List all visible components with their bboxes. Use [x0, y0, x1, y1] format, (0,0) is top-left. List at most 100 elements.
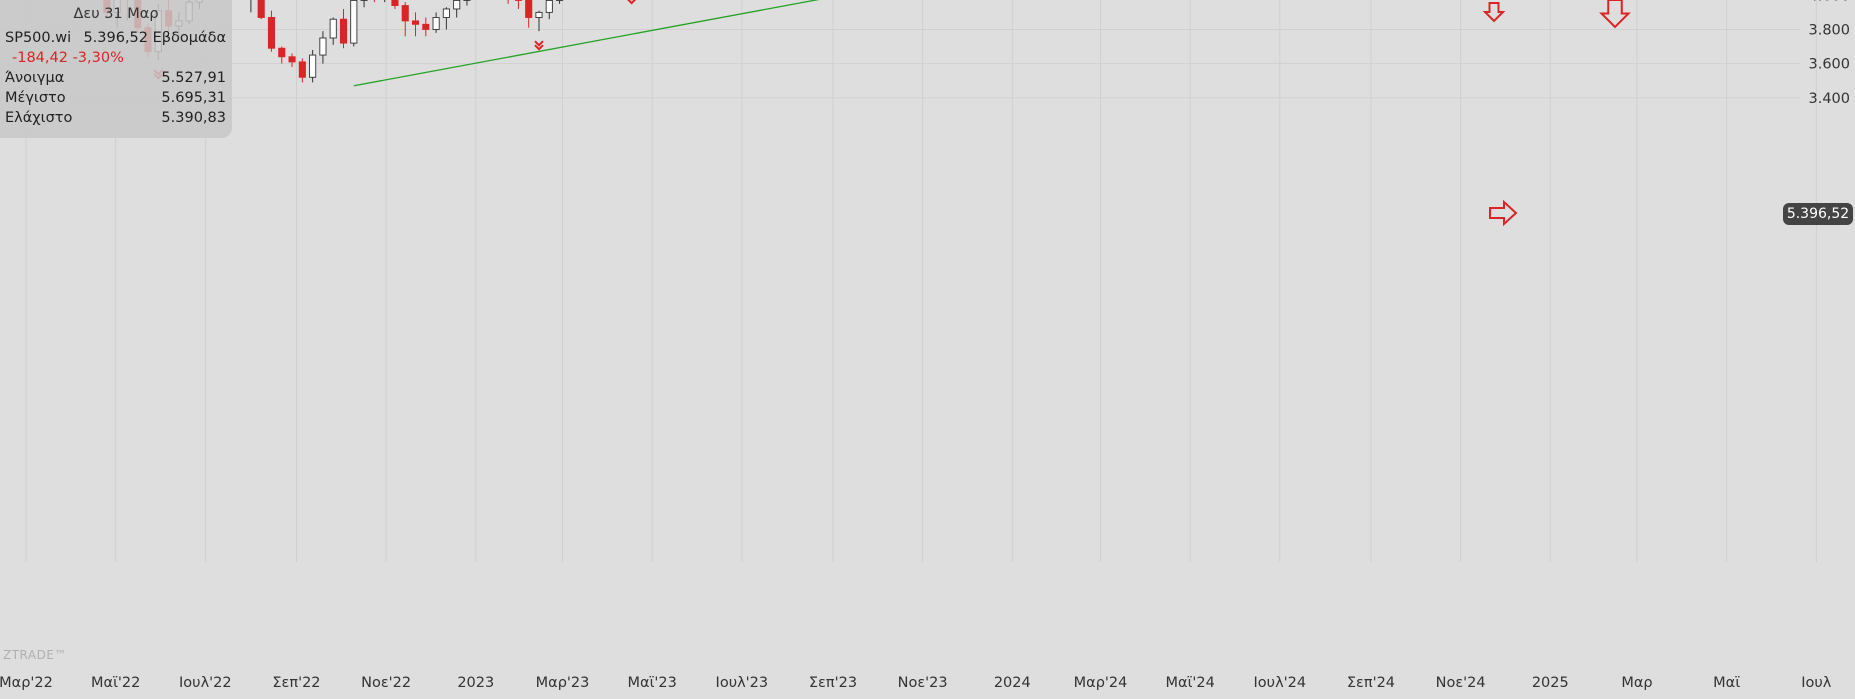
candle — [545, 0, 553, 20]
arrow-right-icon — [1489, 199, 1518, 227]
candle-body — [350, 0, 358, 44]
candle-body — [391, 0, 399, 6]
candle — [442, 7, 450, 30]
candle — [514, 0, 522, 9]
candle — [411, 12, 420, 37]
x-tick-label: Σεπ'22 — [272, 675, 320, 691]
open-label: Άνοιγμα — [5, 70, 65, 86]
x-tick-label: 2025 — [1532, 675, 1569, 691]
open-value: 5.527,91 — [161, 70, 226, 86]
candle-body — [309, 54, 317, 78]
high-value: 5.695,31 — [161, 90, 226, 106]
x-tick-label: Ιουλ'23 — [716, 675, 769, 691]
x-tick-label: Μαρ — [1621, 675, 1652, 691]
candle-body — [453, 0, 461, 10]
x-tick-label: Ιουλ — [1801, 675, 1832, 691]
candle — [556, 0, 564, 4]
candle — [360, 0, 368, 8]
x-tick-label: Νοε'22 — [361, 675, 411, 691]
x-tick-label: Μαρ'23 — [536, 675, 590, 691]
candle-body — [267, 17, 276, 49]
x-tick-label: 2024 — [994, 675, 1031, 691]
candle-body — [432, 17, 440, 30]
info-date: Δευ 31 Μαρ — [73, 6, 159, 22]
candle — [422, 17, 430, 37]
candle — [401, 2, 409, 37]
candle — [278, 46, 286, 64]
candle — [350, 0, 358, 47]
open-row: Άνοιγμα 5.527,91 — [5, 70, 226, 86]
candle-body — [278, 47, 286, 58]
trendline-green — [353, 0, 820, 87]
candle — [329, 17, 337, 45]
symbol-row: SP500.wi 5.396,52 Εβδομάδα — [5, 30, 226, 46]
y-tick-label: 3.800 — [1808, 22, 1850, 38]
candle — [384, 0, 386, 3]
candle — [298, 58, 306, 83]
x-tick-label: Μαρ'22 — [0, 675, 53, 691]
candle-body — [535, 11, 543, 18]
candle — [391, 0, 399, 9]
candle — [257, 0, 265, 20]
candle — [507, 0, 509, 4]
ohlc-info-panel: Δευ 31 Μαρ SP500.wi 5.396,52 Εβδομάδα -1… — [0, 0, 232, 138]
low-value: 5.390,83 — [161, 110, 226, 126]
candle — [432, 12, 440, 33]
candle-body — [319, 37, 327, 56]
interval-label: Εβδομάδα — [152, 30, 226, 46]
candle-body — [298, 61, 306, 78]
candle-body — [442, 8, 450, 18]
y-tick-label: 3.600 — [1808, 57, 1850, 73]
x-tick-label: Μαϊ'22 — [91, 675, 140, 691]
candle — [250, 0, 252, 13]
candle — [319, 31, 327, 64]
swing-low-signal-icon — [627, 0, 637, 5]
high-row: Μέγιστο 5.695,31 — [5, 90, 226, 106]
x-tick-label: Μαϊ'24 — [1165, 675, 1214, 691]
change-row: -184,42 -3,30% — [12, 50, 226, 66]
x-tick-label: Σεπ'23 — [809, 675, 857, 691]
low-label: Ελάχιστο — [5, 110, 73, 126]
candle — [309, 49, 317, 83]
candle-body — [288, 56, 296, 63]
candle — [453, 0, 461, 18]
candle — [535, 10, 543, 32]
candle — [373, 0, 375, 3]
x-tick-label: Μαρ'24 — [1074, 675, 1128, 691]
x-tick-label: Μαϊ'23 — [627, 675, 676, 691]
symbol-name: SP500.wi — [5, 30, 72, 46]
candle — [288, 53, 296, 68]
candle — [339, 8, 348, 49]
y-tick-label: 3.400 — [1808, 91, 1850, 107]
candle — [525, 0, 533, 28]
x-tick-label: Σεπ'24 — [1347, 675, 1395, 691]
arrow-down-icon — [1599, 0, 1631, 29]
candle-body — [545, 0, 553, 13]
candle-body — [411, 20, 420, 25]
x-tick-label: Ιουλ'24 — [1254, 675, 1307, 691]
candle — [267, 10, 276, 52]
candle-body — [401, 5, 409, 22]
x-tick-label: Νοε'23 — [898, 675, 948, 691]
candle-body — [339, 18, 348, 44]
x-tick-label: Ιουλ'22 — [179, 675, 232, 691]
candle-body — [257, 0, 265, 18]
candle — [463, 0, 471, 6]
x-tick-label: 2023 — [457, 675, 494, 691]
y-tick-label: 4.000 — [1808, 0, 1850, 4]
arrow-down-icon — [1482, 2, 1506, 23]
high-label: Μέγιστο — [5, 90, 66, 106]
candle-body — [329, 18, 337, 39]
swing-low-signal-icon — [534, 40, 544, 51]
low-row: Ελάχιστο 5.390,83 — [5, 110, 226, 126]
watermark-logo: ZTRADE™ — [3, 648, 67, 662]
candle-body — [525, 0, 533, 18]
last-price-badge: 5.396,52 — [1783, 203, 1853, 225]
price-change: -184,42 -3,30% — [12, 50, 124, 66]
x-tick-label: Μαϊ — [1713, 675, 1740, 691]
x-tick-label: Νοε'24 — [1436, 675, 1486, 691]
last-price: 5.396,52 — [83, 30, 149, 46]
candle-body — [422, 23, 430, 30]
